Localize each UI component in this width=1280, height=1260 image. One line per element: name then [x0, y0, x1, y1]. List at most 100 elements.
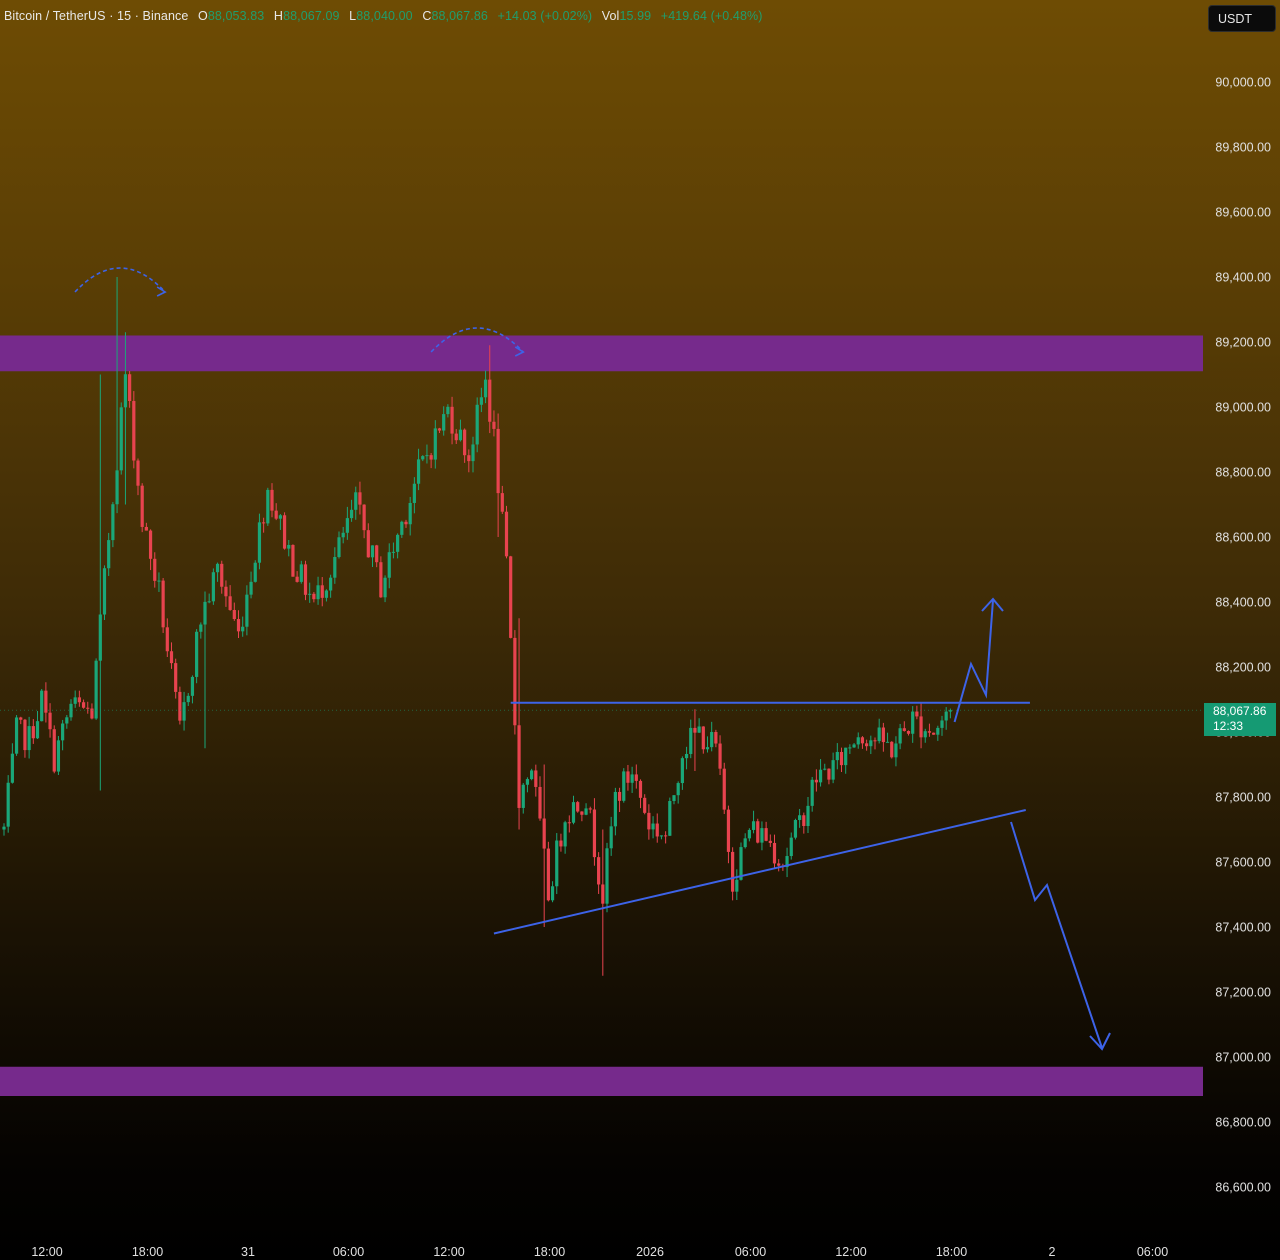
candle — [831, 752, 835, 784]
candle-body — [735, 879, 739, 892]
candle-body — [915, 711, 919, 717]
candle-body — [643, 797, 647, 813]
candle-body — [358, 492, 362, 505]
candle — [680, 756, 684, 790]
rejection-arc-0[interactable] — [74, 267, 166, 293]
candle-body — [559, 840, 563, 847]
candle — [823, 763, 827, 771]
candle — [241, 616, 245, 637]
candle-body — [287, 544, 291, 549]
candle-body — [337, 537, 341, 558]
time-tick-label: 06:00 — [333, 1245, 364, 1259]
candle-body — [848, 747, 852, 749]
candle — [881, 722, 885, 752]
candle-body — [236, 619, 241, 632]
candle — [676, 781, 680, 804]
candle — [496, 413, 500, 537]
candle — [207, 593, 211, 604]
candle — [303, 560, 308, 601]
candle-body — [115, 470, 119, 505]
candle — [349, 499, 354, 522]
candle-body — [232, 609, 236, 620]
candle — [835, 743, 839, 770]
price-tick-label: 87,000.00 — [1215, 1051, 1271, 1065]
candle-body — [479, 397, 483, 405]
candle — [555, 833, 559, 895]
bearish-projection-arrow[interactable] — [1010, 821, 1103, 1049]
candle — [19, 716, 23, 725]
candle — [391, 542, 396, 559]
candle — [295, 571, 299, 583]
candle — [902, 721, 906, 732]
candle — [387, 543, 391, 589]
candle-body — [2, 826, 6, 830]
candle-body — [69, 703, 73, 718]
candle-body — [739, 847, 743, 880]
candle-body — [274, 510, 278, 519]
candle-body — [98, 614, 102, 661]
candle-body — [898, 728, 902, 744]
currency-button[interactable]: USDT — [1208, 5, 1276, 32]
candle — [563, 820, 567, 854]
candle-body — [228, 596, 232, 610]
candle-body — [668, 801, 672, 836]
candle-body — [333, 557, 337, 578]
price-tick-label: 88,200.00 — [1215, 661, 1271, 675]
candle-body — [10, 753, 14, 783]
candle-body — [65, 717, 69, 724]
candle-body — [550, 886, 555, 901]
candle — [102, 565, 107, 620]
candle-body — [609, 826, 613, 849]
price-tick-label: 88,800.00 — [1215, 466, 1271, 480]
candle-body — [856, 737, 860, 745]
candle-body — [19, 717, 23, 720]
candle — [14, 715, 19, 756]
candle — [190, 675, 195, 704]
candle-body — [525, 779, 530, 785]
candle — [224, 580, 228, 607]
candle-body — [35, 721, 40, 739]
candle — [23, 718, 27, 758]
candle-body — [425, 455, 429, 457]
candle-body — [932, 732, 936, 735]
candle-body — [366, 530, 370, 558]
candle — [450, 396, 454, 445]
candle-body — [689, 727, 693, 754]
support-trendline[interactable] — [493, 809, 1026, 935]
price-tick-label: 89,200.00 — [1215, 336, 1271, 350]
candle-body — [211, 572, 215, 602]
price-tick-label: 89,400.00 — [1215, 271, 1271, 285]
candle — [764, 821, 768, 842]
candle — [664, 831, 668, 844]
candle — [40, 688, 44, 722]
candle-body — [253, 562, 257, 582]
candle — [743, 833, 747, 849]
candle-body — [844, 747, 848, 766]
candle — [366, 523, 370, 558]
candle-body — [617, 791, 622, 801]
candle-body — [40, 690, 44, 722]
candle — [668, 797, 672, 836]
rejection-arc-1[interactable] — [430, 327, 524, 353]
candle-body — [144, 526, 148, 531]
candle-body — [190, 676, 195, 696]
candle — [894, 736, 898, 767]
candle-body — [835, 751, 839, 761]
candle — [818, 759, 823, 787]
candle — [580, 811, 584, 822]
candle-body — [467, 455, 471, 462]
candle-body — [810, 779, 814, 806]
candle-body — [186, 695, 190, 703]
candle-body — [412, 483, 416, 503]
candle — [433, 420, 437, 469]
candle — [471, 436, 475, 473]
candle — [86, 701, 90, 714]
candle-body — [48, 712, 52, 730]
bullish-projection-arrow[interactable] — [953, 599, 994, 723]
candle-body — [278, 515, 282, 519]
candle-body — [400, 521, 404, 535]
candle-body — [509, 556, 513, 638]
candle-body — [165, 627, 169, 652]
candle-body — [948, 710, 952, 712]
